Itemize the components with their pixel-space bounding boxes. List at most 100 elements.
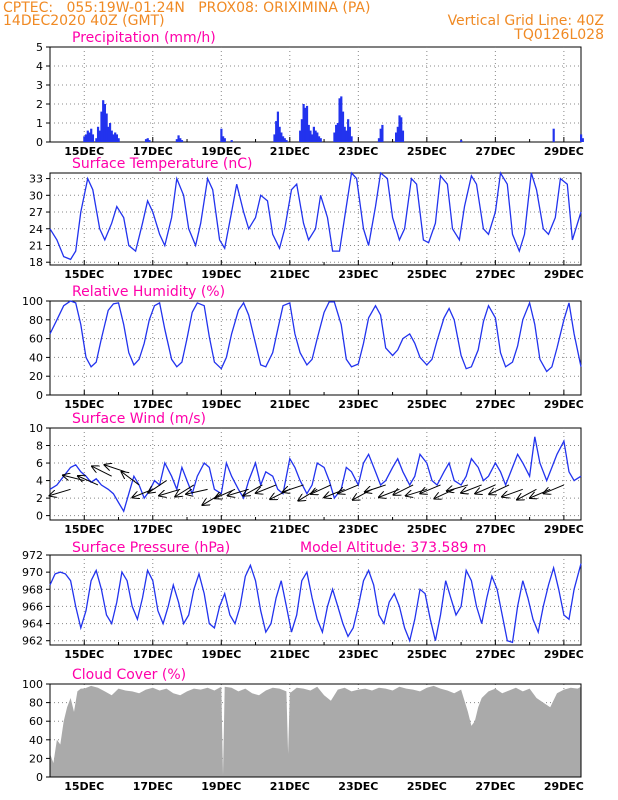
precip-bar <box>307 124 310 142</box>
pres-ytick-label: 972 <box>22 549 43 562</box>
precip-bar <box>275 121 278 142</box>
precip-bar <box>340 96 343 142</box>
cloud-ytick-label: 80 <box>29 697 43 710</box>
rh-xtick-label: 27DEC <box>475 398 515 411</box>
precip-bar <box>222 136 225 142</box>
pres-ytick-label: 970 <box>22 566 43 579</box>
temp-xtick-label: 27DEC <box>475 268 515 281</box>
precip-bar <box>302 104 305 142</box>
precip-bar <box>144 139 148 142</box>
pres-title: Surface Pressure (hPa) <box>72 540 230 556</box>
wind-arrow <box>202 493 222 505</box>
precip-ytick-label: 0 <box>36 136 43 149</box>
wind-ytick-label: 10 <box>29 422 43 435</box>
precip-bar <box>100 111 103 142</box>
precip-bar <box>114 132 117 142</box>
pres-xtick-label: 25DEC <box>407 648 447 661</box>
wind-ytick-label: 4 <box>36 475 43 488</box>
cloud-ytick-label: 60 <box>29 715 43 728</box>
pres-ytick-label: 962 <box>22 635 43 648</box>
precip-xtick-label: 23DEC <box>338 145 378 158</box>
wind-xtick-label: 15DEC <box>64 523 104 536</box>
precip-bar <box>115 134 119 142</box>
precip-bar <box>84 134 88 142</box>
cloud-area <box>50 685 581 777</box>
wind-arrow <box>338 484 359 493</box>
temp-frame <box>49 172 582 266</box>
precip-bar <box>276 111 280 142</box>
precip-ytick-label: 3 <box>36 79 43 92</box>
precip-bar <box>395 132 398 142</box>
pres-xtick-label: 19DEC <box>201 648 241 661</box>
precip-bar <box>333 132 336 142</box>
temp-xtick-label: 21DEC <box>270 268 310 281</box>
rh-ytick-label: 60 <box>29 333 43 346</box>
precip-bar <box>311 134 314 142</box>
wind-xtick-label: 29DEC <box>544 523 584 536</box>
wind-arrow <box>365 484 386 492</box>
precip-bar <box>177 135 180 142</box>
precip-title: Precipitation (mm/h) <box>72 30 216 46</box>
precip-bar <box>110 130 113 142</box>
cloud-xtick-label: 25DEC <box>407 780 447 793</box>
wind-frame <box>49 427 582 521</box>
precip-ytick-label: 4 <box>36 60 43 73</box>
wind-xtick-label: 25DEC <box>407 523 447 536</box>
precip-bar <box>83 136 86 142</box>
cloud-xtick-label: 19DEC <box>201 780 241 793</box>
precip-bar <box>148 140 151 142</box>
wind-arrow <box>186 489 208 494</box>
wind-ytick-label: 2 <box>36 492 43 505</box>
wind-series-line <box>49 436 582 513</box>
rh-xtick-label: 21DEC <box>270 398 310 411</box>
wind-arrow <box>121 472 140 486</box>
pres-ytick-label: 968 <box>22 583 43 596</box>
precip-bar <box>278 126 281 142</box>
precip-bar <box>102 100 105 142</box>
precip-bar <box>309 130 312 142</box>
precip-frame <box>49 46 582 143</box>
precip-bar <box>146 138 149 142</box>
precip-bar <box>377 138 381 142</box>
precip-xtick-label: 29DEC <box>544 145 584 158</box>
precip-bar <box>280 132 283 142</box>
wind-arrow <box>148 480 167 493</box>
precip-bar <box>319 138 322 142</box>
precip-bar <box>108 123 112 142</box>
pres-xtick-label: 27DEC <box>475 648 515 661</box>
rh-xtick-label: 19DEC <box>201 398 241 411</box>
wind-arrow <box>420 484 441 493</box>
cloud-xtick-label: 23DEC <box>338 780 378 793</box>
wind-arrow <box>517 488 537 499</box>
temp-title: Surface Temperature (nC) <box>72 156 253 172</box>
pres-ytick-label: 966 <box>22 600 43 613</box>
precip-bar <box>90 128 93 142</box>
wind-arrow <box>283 484 304 492</box>
wind-arrow <box>104 465 126 473</box>
header-model-id: TQ0126L028 <box>514 27 604 43</box>
precip-bar <box>317 136 321 142</box>
precip-xtick-label: 15DEC <box>64 145 104 158</box>
rh-xtick-label: 15DEC <box>64 398 104 411</box>
precip-ytick-label: 5 <box>36 41 43 54</box>
precip-bar <box>335 124 338 142</box>
precip-bar <box>98 130 101 142</box>
cloud-ytick-label: 0 <box>36 771 43 784</box>
rh-ytick-label: 40 <box>29 351 43 364</box>
pres-xtick-label: 15DEC <box>64 648 104 661</box>
model-altitude-label: Model Altitude: 373.589 m <box>300 540 486 556</box>
pres-xtick-label: 17DEC <box>133 648 173 661</box>
wind-arrow <box>434 488 455 498</box>
precip-bar <box>230 140 233 142</box>
cloud-title: Cloud Cover (%) <box>72 667 186 683</box>
pres-ytick-label: 964 <box>22 618 43 631</box>
wind-arrow <box>159 488 181 495</box>
precip-bar <box>223 138 226 142</box>
cloud-xtick-label: 21DEC <box>270 780 310 793</box>
precip-bar <box>96 126 100 142</box>
wind-arrow <box>215 488 236 498</box>
temp-ytick-label: 27 <box>29 206 43 219</box>
rh-ytick-label: 0 <box>36 389 43 402</box>
cloud-frame-top <box>49 683 582 778</box>
precip-bar <box>283 138 286 142</box>
